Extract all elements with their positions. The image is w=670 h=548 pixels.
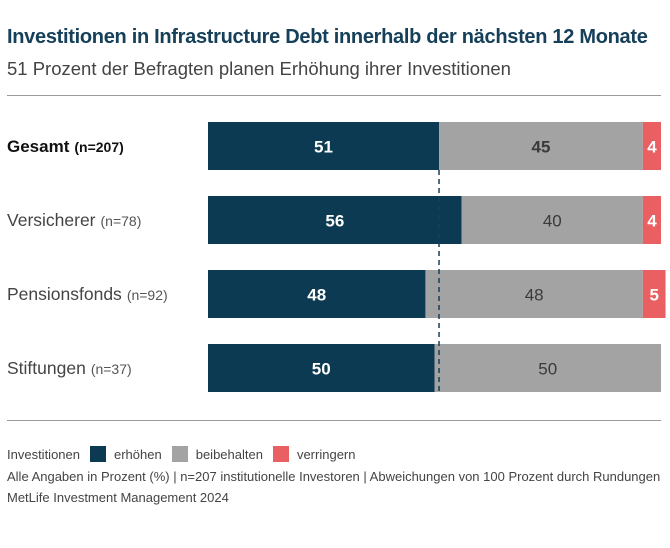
- source-note: MetLife Investment Management 2024: [7, 490, 229, 505]
- bar-verringern: [642, 196, 661, 244]
- data-label-erhoehen: 50: [312, 360, 331, 379]
- bar-erhoehen: [208, 344, 435, 392]
- category-label: Gesamt (n=207): [7, 137, 124, 156]
- legend-item-beibehalten: beibehalten: [162, 446, 263, 462]
- data-label-erhoehen: 56: [325, 212, 344, 231]
- footnote: Alle Angaben in Prozent (%) | n=207 inst…: [7, 469, 661, 484]
- data-label-beibehalten: 40: [543, 212, 562, 231]
- data-label-beibehalten: 45: [531, 138, 550, 157]
- legend-label-verringern: verringern: [296, 446, 356, 462]
- data-label-beibehalten: 48: [525, 286, 544, 305]
- data-label-verringern: 4: [647, 212, 657, 231]
- legend-label-erhoehen: erhöhen: [114, 446, 162, 462]
- legend-title: Investitionen: [7, 446, 80, 462]
- chart-title: Investitionen in Infrastructure Debt inn…: [7, 26, 648, 48]
- bar-erhoehen: [208, 270, 426, 318]
- category-n: (n=37): [91, 361, 132, 377]
- category-name: Gesamt: [7, 137, 70, 156]
- data-label-erhoehen: 51: [314, 138, 333, 157]
- category-name: Pensionsfonds: [7, 284, 122, 304]
- legend-label-beibehalten: beibehalten: [195, 446, 263, 462]
- bar-erhoehen: [208, 196, 462, 244]
- category-name: Versicherer: [7, 210, 96, 230]
- legend-item-verringern: verringern: [263, 446, 356, 462]
- legend-swatch-verringern: [272, 446, 289, 462]
- category-label: Pensionsfonds (n=92): [7, 284, 168, 304]
- legend-swatch-erhoehen: [90, 446, 106, 462]
- legend: Investitionen erhöhen beibehalten verrin…: [7, 446, 355, 462]
- chart-subtitle: 51 Prozent der Befragten planen Erhöhung…: [7, 58, 511, 79]
- bottom-divider: [7, 420, 661, 421]
- legend-swatch-beibehalten: [171, 446, 188, 462]
- bar-beibehalten: [461, 196, 643, 244]
- legend-item-erhoehen: erhöhen: [80, 446, 162, 462]
- bar-beibehalten: [425, 270, 643, 318]
- category-name: Stiftungen: [7, 358, 86, 378]
- bar-beibehalten: [434, 344, 661, 392]
- bar-beibehalten: [439, 122, 643, 170]
- bar-erhoehen: [208, 122, 440, 170]
- bar-verringern: [642, 270, 666, 318]
- category-n: (n=92): [127, 287, 168, 303]
- category-n: (n=207): [74, 139, 123, 155]
- data-label-verringern: 4: [647, 138, 657, 157]
- data-label-beibehalten: 50: [538, 360, 557, 379]
- category-label: Stiftungen (n=37): [7, 358, 132, 378]
- data-label-verringern: 5: [649, 286, 658, 305]
- top-divider: [7, 95, 661, 96]
- category-n: (n=78): [101, 213, 142, 229]
- category-label: Versicherer (n=78): [7, 210, 141, 230]
- bar-verringern: [642, 122, 661, 170]
- data-label-erhoehen: 48: [307, 286, 326, 305]
